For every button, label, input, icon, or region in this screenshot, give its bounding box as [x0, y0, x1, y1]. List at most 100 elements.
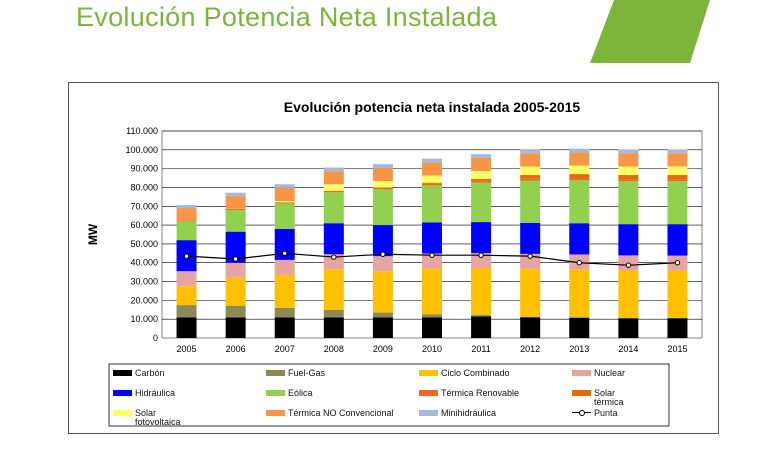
legend-label: Térmica Renovable	[441, 388, 520, 398]
bar-segment-ciclo-combinado	[520, 268, 541, 317]
bar-segment-ciclo-combinado	[225, 277, 246, 307]
x-tick-label: 2005	[177, 344, 197, 354]
bar-segment-ciclo-combinado	[569, 269, 590, 318]
punta-point	[282, 250, 288, 257]
bar-segment-ciclo-combinado	[372, 271, 393, 313]
bar-segment-solar-t-rmica	[667, 175, 688, 180]
bar-segment-carb-n	[471, 316, 492, 338]
bar-segment-solar-fotovoltaica	[618, 166, 639, 176]
bar-segment-hidr-ulica	[618, 224, 639, 256]
x-tick-label: 2012	[520, 344, 540, 354]
bar-segment-fuel-gas	[422, 314, 442, 318]
y-tick-label: 10.000	[130, 314, 158, 324]
bar-segment-carb-n	[422, 317, 442, 338]
bar-segment-t-rmica-renovable	[471, 180, 492, 183]
legend-point-marker	[579, 410, 585, 416]
bar-segment-t-rmica-no-convencional	[471, 157, 492, 172]
bar-segment-t-rmica-renovable	[176, 220, 197, 222]
bar-segment-carb-n	[176, 317, 197, 338]
slide-title: Evolución Potencia Neta Instalada	[76, 2, 498, 32]
punta-point	[478, 252, 484, 258]
bar-segment-carb-n	[569, 317, 590, 338]
bar-segment-minihidr-ulica	[471, 154, 492, 158]
bar-segment-hidr-ulica	[667, 224, 688, 256]
legend-swatch	[419, 390, 438, 396]
bar-segment-carb-n	[274, 317, 295, 338]
y-tick-label: 70.000	[130, 201, 158, 211]
y-tick-label: 40.000	[130, 258, 158, 268]
legend-label: Solar fotovoltaica	[135, 408, 181, 427]
x-tick-label: 2008	[324, 344, 344, 354]
x-tick-label: 2007	[275, 344, 295, 354]
bar-segment-nuclear	[323, 254, 344, 270]
bar-segment-e-lica	[667, 181, 688, 225]
legend-label: Fuel-Gas	[288, 368, 326, 378]
bar-segment-fuel-gas	[274, 307, 295, 318]
bar-segment-e-lica	[471, 182, 492, 223]
bar-segment-minihidr-ulica	[274, 184, 295, 188]
bar-segment-fuel-gas	[372, 312, 393, 318]
punta-point	[674, 260, 681, 266]
y-tick-label: 100.000	[125, 145, 158, 155]
bar-segment-solar-t-rmica	[471, 178, 492, 181]
bar-segment-nuclear	[422, 253, 442, 269]
bar-segment-minihidr-ulica	[225, 192, 246, 197]
bar-segment-minihidr-ulica	[323, 167, 344, 172]
bar-segment-solar-fotovoltaica	[667, 166, 688, 176]
bar-segment-carb-n	[225, 317, 246, 338]
bar-segment-fuel-gas	[176, 305, 197, 318]
bar-segment-carb-n	[323, 317, 344, 338]
bar-segment-minihidr-ulica	[422, 158, 442, 163]
legend-swatch	[572, 370, 591, 376]
bar-segment-t-rmica-renovable	[323, 190, 344, 193]
y-tick-label: 30.000	[130, 277, 158, 287]
bar-segment-hidr-ulica	[274, 228, 295, 260]
bar-segment-minihidr-ulica	[520, 149, 541, 154]
bar-segment-ciclo-combinado	[422, 268, 442, 315]
bar-segment-solar-fotovoltaica	[323, 184, 344, 191]
bar-segment-t-rmica-no-convencional	[618, 153, 639, 167]
bar-segment-t-rmica-no-convencional	[323, 171, 344, 185]
x-tick-label: 2006	[226, 344, 246, 354]
x-tick-label: 2011	[471, 344, 490, 354]
bar-segment-fuel-gas	[471, 315, 492, 317]
bar-segment-carb-n	[520, 317, 541, 338]
bar-segment-solar-fotovoltaica	[274, 200, 295, 203]
legend-label: Punta	[594, 408, 618, 418]
bar-segment-ciclo-combinado	[274, 274, 295, 308]
legend-label: Carbón	[135, 368, 165, 378]
bar-segment-solar-t-rmica	[618, 175, 639, 180]
bar-segment-e-lica	[323, 192, 344, 224]
bar-segment-t-rmica-renovable	[667, 179, 688, 182]
bar-segment-carb-n	[667, 318, 688, 338]
bar-segment-hidr-ulica	[225, 231, 246, 263]
y-tick-label: 60.000	[130, 220, 158, 230]
bar-segment-solar-t-rmica	[569, 174, 590, 179]
bar-segment-t-rmica-no-convencional	[274, 187, 295, 201]
bar-segment-t-rmica-no-convencional	[422, 162, 442, 176]
punta-point	[183, 253, 190, 259]
bar-segment-e-lica	[274, 203, 295, 229]
x-tick-label: 2015	[667, 344, 687, 354]
bar-segment-carb-n	[372, 317, 393, 338]
legend-swatch	[113, 370, 132, 376]
bar-segment-t-rmica-renovable	[569, 178, 590, 181]
legend-swatch	[572, 390, 591, 396]
legend-swatch	[266, 390, 285, 396]
bar-segment-t-rmica-renovable	[422, 183, 442, 186]
x-tick-label: 2014	[618, 344, 638, 354]
bar-segment-ciclo-combinado	[471, 267, 492, 316]
bar-segment-t-rmica-renovable	[225, 209, 246, 211]
legend-label: Minihidráulica	[441, 408, 497, 418]
bar-segment-e-lica	[618, 181, 639, 225]
y-tick-label: 50.000	[130, 239, 158, 249]
bar-segment-t-rmica-no-convencional	[520, 153, 541, 167]
bar-segment-e-lica	[520, 180, 541, 223]
bar-segment-minihidr-ulica	[569, 148, 590, 153]
y-tick-label: 110.000	[126, 126, 158, 136]
bar-segment-ciclo-combinado	[176, 286, 197, 306]
slide-decoration	[590, 0, 710, 63]
legend-label: Ciclo Combinado	[441, 368, 510, 378]
bar-segment-nuclear	[225, 262, 246, 278]
y-tick-label: 90.000	[130, 164, 158, 174]
